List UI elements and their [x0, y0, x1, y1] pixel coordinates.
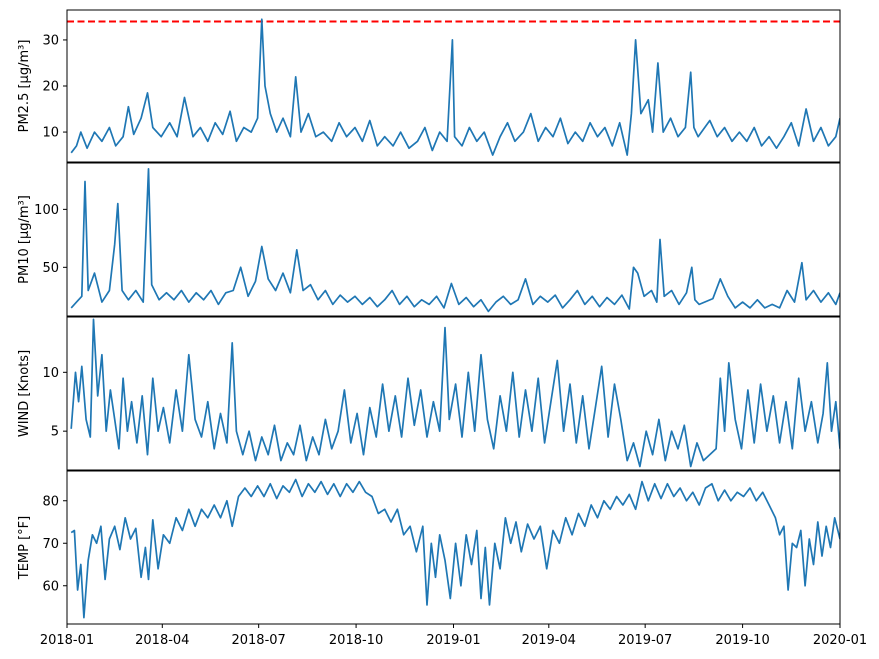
- y-tick-label: 80: [42, 494, 59, 509]
- panel-frame: [66, 162, 841, 317]
- x-tick-label: 2020-01: [813, 633, 867, 648]
- y-tick-label: 10: [42, 366, 59, 381]
- x-tick-label: 2019-01: [426, 633, 480, 648]
- y-tick-label: 10: [42, 126, 59, 141]
- panel-frame: [66, 316, 841, 471]
- y-tick-label: 20: [42, 80, 59, 95]
- x-tick-label: 2018-01: [40, 633, 94, 648]
- y-tick-label: 5: [51, 425, 59, 440]
- y-axis-label: PM2.5 [μg/m³]: [17, 40, 32, 133]
- x-tick-label: 2018-10: [329, 633, 383, 648]
- y-tick-label: 60: [42, 579, 59, 594]
- panel-3: 5 10 WIND [Knots]: [17, 316, 841, 471]
- panel-4: 60 70 80 TEMP [°F]: [17, 470, 841, 625]
- y-tick-label: 70: [42, 537, 59, 552]
- x-tick-label: 2018-04: [135, 633, 189, 648]
- series-line: [70, 478, 840, 619]
- y-axis-label: TEMP [°F]: [17, 516, 32, 580]
- shared-x-axis: 2018-01 2018-04 2018-07 2018-10 2019-01 2019-…: [40, 624, 867, 648]
- x-tick-label: 2019-04: [522, 633, 576, 648]
- series-line: [70, 18, 840, 156]
- y-tick-label: 100: [34, 203, 59, 218]
- plot-area: [67, 471, 840, 624]
- panel-1: 10 20 30 PM2.5 [μg/m³]: [17, 9, 841, 163]
- series-line: [70, 318, 840, 468]
- x-tick-label: 2018-07: [231, 633, 285, 648]
- x-tick-label: 2019-10: [715, 633, 769, 648]
- y-axis-label: PM10 [μg/m³]: [17, 195, 32, 284]
- y-axis-label: WIND [Knots]: [17, 350, 32, 437]
- series-line: [70, 167, 840, 313]
- x-tick-label: 2019-07: [618, 633, 672, 648]
- y-tick-label: 30: [42, 33, 59, 48]
- y-tick-label: 50: [42, 261, 59, 276]
